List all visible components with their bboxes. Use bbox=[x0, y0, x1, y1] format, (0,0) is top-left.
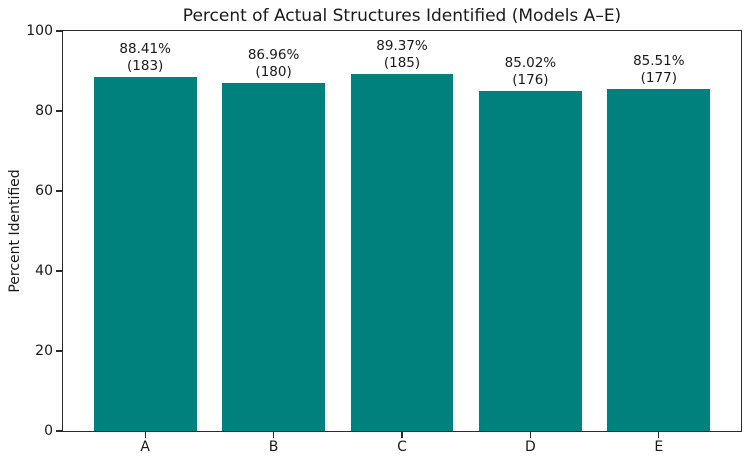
x-tick-mark bbox=[144, 432, 146, 438]
bar-count-text: (183) bbox=[127, 58, 164, 75]
x-tick-label: E bbox=[654, 439, 664, 455]
y-tick-mark bbox=[56, 190, 62, 192]
bar-count-text: (176) bbox=[512, 71, 549, 88]
bar-percent-text: 85.51% bbox=[633, 52, 685, 69]
bar-A bbox=[93, 77, 197, 431]
y-tick-mark bbox=[56, 350, 62, 352]
y-tick-mark bbox=[56, 430, 62, 432]
x-tick-label: C bbox=[397, 439, 407, 455]
y-tick-mark bbox=[56, 270, 62, 272]
bar-count-text: (180) bbox=[255, 64, 292, 81]
bar-value-label: 85.51% (177) bbox=[589, 53, 729, 87]
y-tick-label: 100 bbox=[26, 23, 53, 39]
bar-value-label: 85.02% (176) bbox=[460, 55, 600, 89]
x-tick-mark bbox=[401, 432, 403, 438]
y-tick-mark bbox=[56, 110, 62, 112]
bar-count-text: (185) bbox=[383, 54, 421, 71]
plot-area: 0 20 40 60 80 100 A 88.41% (183) B 86.96% (180) C 89.… bbox=[26, 23, 742, 455]
bar-value-label: 88.41% (183) bbox=[75, 41, 215, 75]
chart-title: Percent of Actual Structures Identified … bbox=[182, 6, 622, 26]
x-tick-label: A bbox=[140, 439, 150, 455]
bar-count-text: (177) bbox=[640, 69, 677, 86]
y-tick-label: 40 bbox=[35, 263, 53, 279]
bar-percent-text: 89.37% bbox=[376, 37, 428, 54]
x-tick-label: B bbox=[268, 439, 279, 455]
bar-C bbox=[350, 73, 454, 431]
bar-E bbox=[607, 88, 711, 431]
bar-percent-text: 88.41% bbox=[119, 41, 171, 58]
x-tick-mark bbox=[529, 432, 531, 438]
bar-percent-text: 85.02% bbox=[504, 54, 557, 71]
bar-D bbox=[479, 90, 582, 431]
bar-percent-text: 86.96% bbox=[247, 47, 300, 64]
y-tick-mark bbox=[56, 30, 62, 32]
x-tick-mark bbox=[658, 432, 660, 438]
bar-value-label: 89.37% (185) bbox=[332, 38, 472, 72]
y-tick-label: 60 bbox=[35, 183, 53, 199]
y-tick-label: 20 bbox=[35, 343, 53, 359]
x-tick-mark bbox=[272, 432, 275, 438]
x-tick-label: D bbox=[525, 439, 536, 455]
bar-B bbox=[222, 83, 325, 431]
y-tick-label: 80 bbox=[35, 103, 53, 119]
y-tick-label: 0 bbox=[44, 423, 53, 439]
y-axis-label: Percent Identified bbox=[7, 169, 23, 293]
bar-value-label: 86.96% (180) bbox=[204, 47, 344, 81]
